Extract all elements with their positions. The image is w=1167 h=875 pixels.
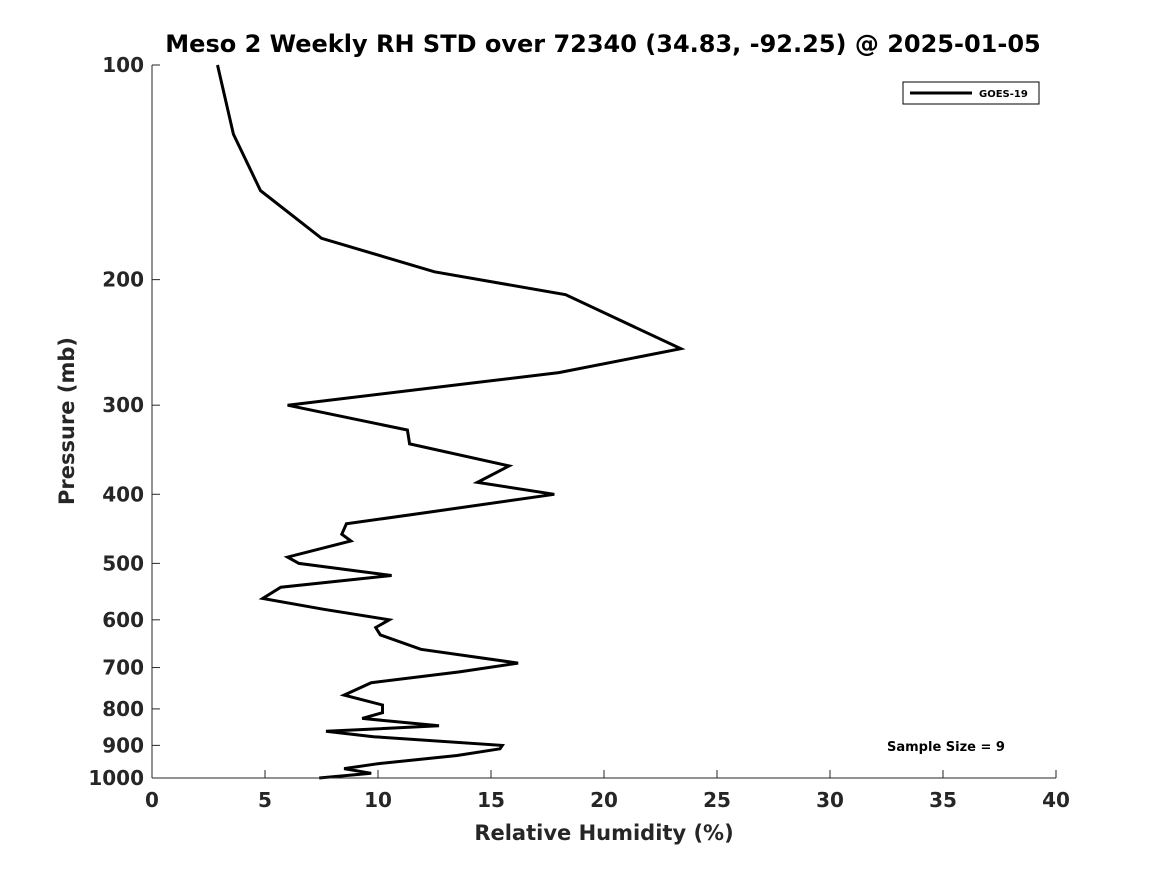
y-tick-label: 900 [102, 733, 144, 757]
x-tick-label: 25 [703, 788, 731, 812]
x-tick-label: 40 [1042, 788, 1070, 812]
y-axis-label: Pressure (mb) [55, 337, 79, 505]
y-tick-label: 600 [102, 608, 144, 632]
chart-title: Meso 2 Weekly RH STD over 72340 (34.83, … [165, 30, 1040, 58]
sample-size-annotation: Sample Size = 9 [887, 740, 1005, 755]
y-ticks: 100 200 300 400 500 600 700 800 900 1000 [88, 53, 160, 790]
x-ticks: 0 5 10 15 20 25 30 35 40 [145, 770, 1070, 812]
x-tick-label: 5 [258, 788, 272, 812]
x-tick-label: 20 [590, 788, 618, 812]
x-tick-label: 35 [929, 788, 957, 812]
data-layer [216, 64, 686, 780]
plot-area [152, 65, 1056, 778]
x-axis-label: Relative Humidity (%) [474, 821, 733, 845]
legend-label-goes-19: GOES-19 [979, 89, 1028, 100]
series-line-goes-19 [216, 64, 686, 780]
x-tick-label: 10 [364, 788, 392, 812]
legend: GOES-19 [902, 81, 1040, 105]
y-tick-label: 400 [102, 482, 144, 506]
x-tick-label: 0 [145, 788, 159, 812]
x-tick-label: 30 [816, 788, 844, 812]
y-tick-label: 700 [102, 656, 144, 680]
y-tick-label: 300 [102, 393, 144, 417]
y-tick-label: 500 [102, 551, 144, 575]
y-tick-label: 100 [102, 53, 144, 77]
y-tick-label: 800 [102, 697, 144, 721]
x-tick-label: 15 [477, 788, 505, 812]
y-tick-label: 200 [102, 268, 144, 292]
y-tick-label: 1000 [88, 766, 144, 790]
